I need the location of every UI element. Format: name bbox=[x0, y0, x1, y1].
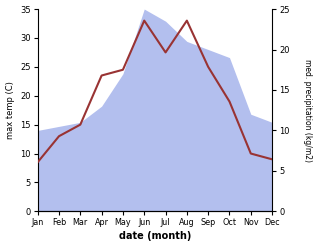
X-axis label: date (month): date (month) bbox=[119, 231, 191, 242]
Y-axis label: med. precipitation (kg/m2): med. precipitation (kg/m2) bbox=[303, 59, 313, 162]
Y-axis label: max temp (C): max temp (C) bbox=[5, 81, 15, 139]
